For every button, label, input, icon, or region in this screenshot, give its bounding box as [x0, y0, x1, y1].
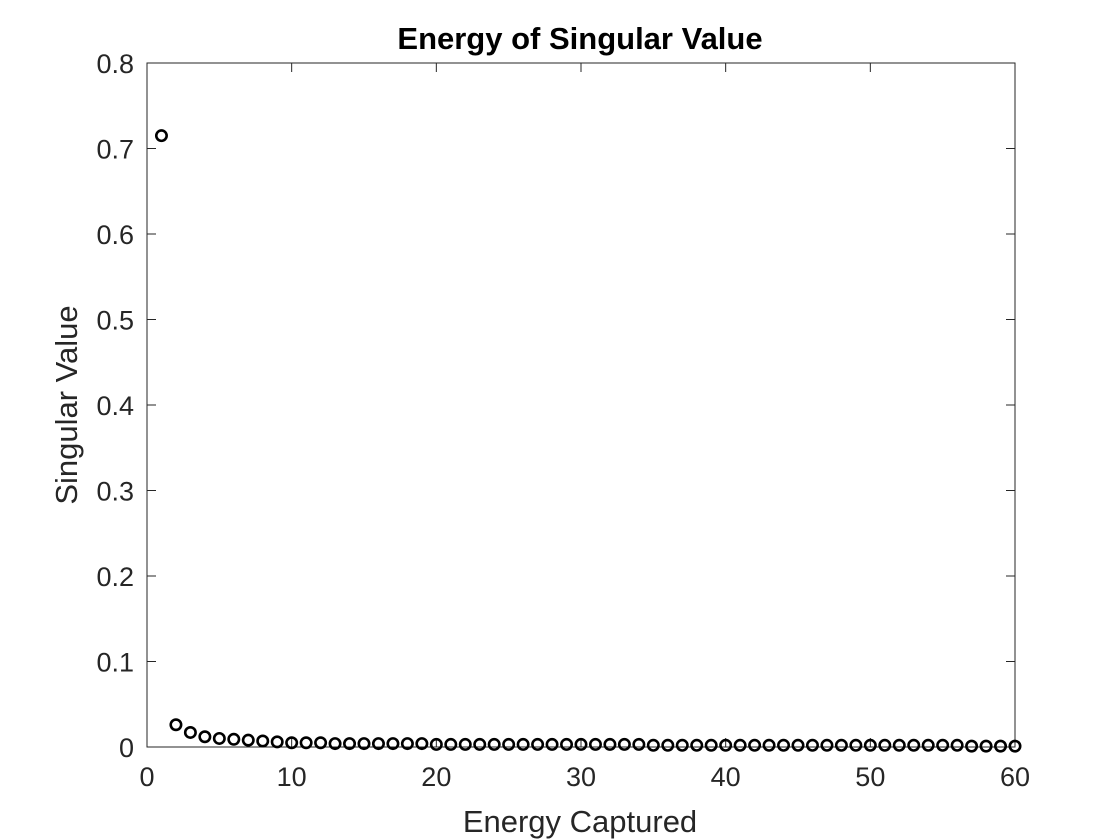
data-point	[227, 732, 241, 746]
data-point	[965, 739, 979, 753]
y-tick-label: 0.7	[96, 135, 134, 165]
data-point	[241, 733, 255, 747]
data-point	[154, 129, 168, 143]
data-point	[560, 737, 574, 751]
x-tick-labels: 0 10 20 30 40 50 60	[139, 762, 1030, 792]
data-points	[154, 129, 1022, 753]
data-point	[400, 737, 414, 751]
axis-ticks	[146, 62, 1016, 748]
data-point	[531, 737, 545, 751]
data-point	[212, 731, 226, 745]
y-tick-label: 0.1	[96, 648, 134, 678]
data-point	[863, 738, 877, 752]
data-point	[820, 738, 834, 752]
x-tick-label: 20	[421, 762, 451, 792]
data-point	[878, 738, 892, 752]
data-point	[979, 739, 993, 753]
data-point	[733, 738, 747, 752]
data-point	[762, 738, 776, 752]
data-point	[270, 735, 284, 749]
data-point	[805, 738, 819, 752]
y-tick-label: 0.4	[96, 391, 134, 421]
y-tick-label: 0.3	[96, 477, 134, 507]
data-point	[487, 737, 501, 751]
data-point	[314, 736, 328, 750]
data-point	[516, 737, 530, 751]
chart-title: Energy of Singular Value	[397, 21, 762, 56]
data-point	[1008, 739, 1022, 753]
y-tick-label: 0.6	[96, 220, 134, 250]
x-tick-label: 30	[566, 762, 596, 792]
data-point	[343, 737, 357, 751]
data-point	[632, 737, 646, 751]
data-point	[256, 734, 270, 748]
y-tick-label: 0.2	[96, 562, 134, 592]
data-point	[907, 738, 921, 752]
data-point	[777, 738, 791, 752]
x-tick-label: 0	[139, 762, 154, 792]
data-point	[791, 738, 805, 752]
data-point	[588, 737, 602, 751]
data-point	[704, 738, 718, 752]
data-point	[386, 737, 400, 751]
data-point	[502, 737, 516, 751]
data-point	[603, 737, 617, 751]
data-point	[936, 738, 950, 752]
data-point	[473, 737, 487, 751]
data-point	[285, 736, 299, 750]
data-point	[748, 738, 762, 752]
data-point	[675, 738, 689, 752]
y-tick-label: 0.5	[96, 306, 134, 336]
data-point	[646, 738, 660, 752]
data-point	[299, 736, 313, 750]
x-tick-label: 40	[711, 762, 741, 792]
data-point	[690, 738, 704, 752]
data-point	[661, 738, 675, 752]
data-point	[198, 730, 212, 744]
data-point	[371, 737, 385, 751]
data-point	[357, 737, 371, 751]
x-axis-label: Energy Captured	[463, 804, 697, 839]
plot-area	[146, 62, 1016, 748]
x-tick-label: 50	[855, 762, 885, 792]
data-point	[617, 737, 631, 751]
data-point	[849, 738, 863, 752]
y-tick-label: 0	[119, 733, 134, 763]
data-point	[545, 737, 559, 751]
y-tick-label: 0.8	[96, 49, 134, 79]
y-tick-labels: 0 0.1 0.2 0.3 0.4 0.5 0.6 0.7 0.8	[96, 49, 134, 763]
data-point	[458, 737, 472, 751]
data-point	[950, 738, 964, 752]
data-point	[415, 737, 429, 751]
x-tick-label: 60	[1000, 762, 1030, 792]
data-point	[892, 738, 906, 752]
data-point	[169, 718, 183, 732]
data-point	[444, 737, 458, 751]
data-point	[574, 737, 588, 751]
data-point	[719, 738, 733, 752]
data-point	[994, 739, 1008, 753]
data-point	[429, 737, 443, 751]
data-point	[183, 725, 197, 739]
data-point	[834, 738, 848, 752]
x-tick-label: 10	[277, 762, 307, 792]
y-axis-label: Singular Value	[49, 305, 84, 504]
data-point	[328, 737, 342, 751]
data-point	[921, 738, 935, 752]
